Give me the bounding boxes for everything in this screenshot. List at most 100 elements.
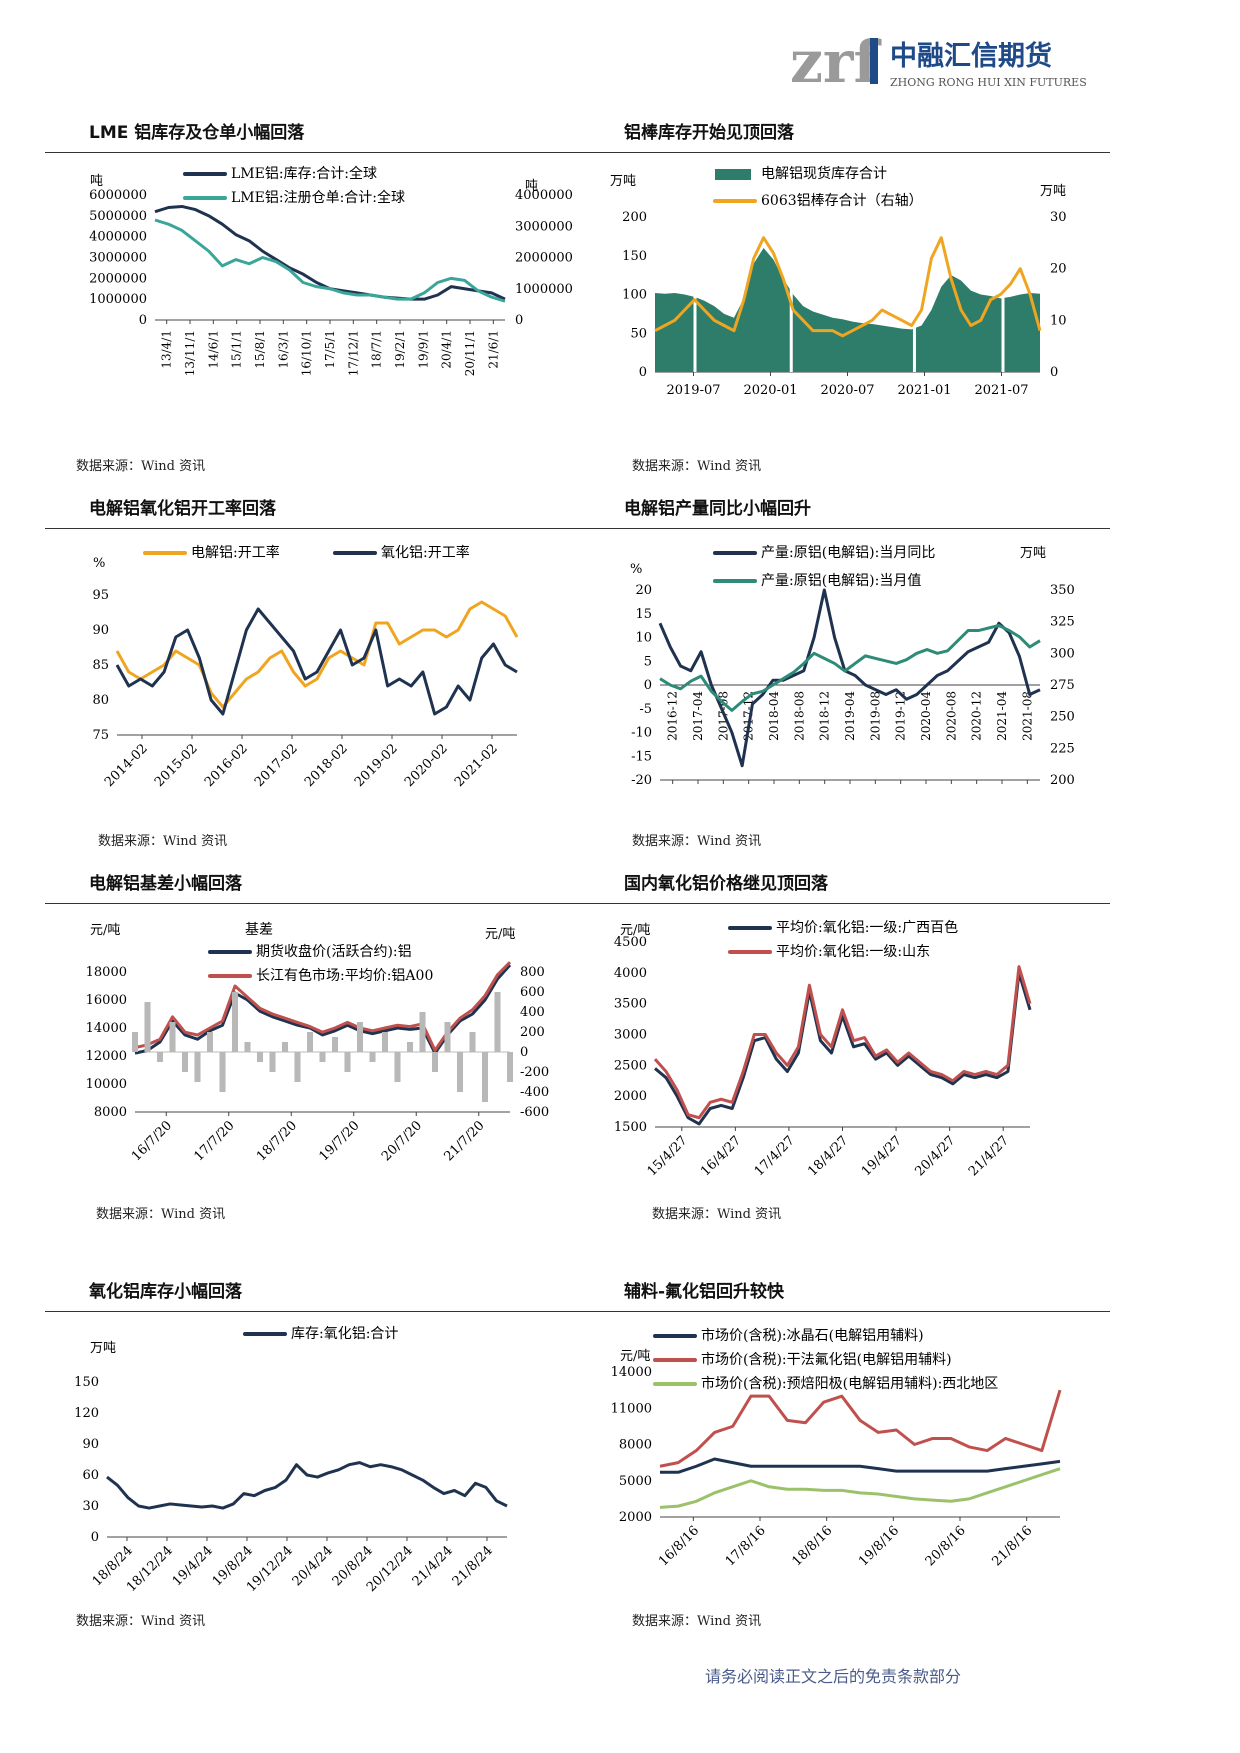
legend-label: 库存:氧化铝:合计 bbox=[291, 1326, 398, 1342]
x-tick-label: 15/4/27 bbox=[645, 1133, 691, 1179]
y-tick-label: 4500 bbox=[614, 935, 647, 950]
series-2-line bbox=[115, 607, 518, 716]
y-tick-label: 75 bbox=[92, 728, 109, 743]
y2-tick-label: 800 bbox=[520, 965, 545, 980]
y-tick-label: 8000 bbox=[94, 1105, 127, 1120]
y2-axis-unit: 万吨 bbox=[1020, 546, 1046, 561]
y-tick-label: 5 bbox=[644, 654, 652, 669]
x-tick-label: 18/7/1 bbox=[370, 330, 384, 369]
x-tick-label: 16/3/1 bbox=[276, 330, 290, 369]
y-tick-label: 100 bbox=[622, 288, 647, 303]
y-axis-unit: % bbox=[93, 556, 105, 571]
x-tick-label: 20/4/1 bbox=[440, 330, 454, 369]
series-1-line bbox=[658, 588, 1041, 768]
y-tick-label: 150 bbox=[74, 1375, 99, 1390]
y2-tick-label: 10 bbox=[1050, 313, 1067, 328]
legend-label: 电解铝:开工率 bbox=[191, 544, 280, 561]
legend-label: 产量:原铝(电解铝):当月同比 bbox=[761, 545, 935, 561]
series-2-line bbox=[653, 965, 1032, 1120]
x-tick-label: 2020-12 bbox=[970, 691, 984, 741]
y2-tick-label: 350 bbox=[1050, 583, 1075, 598]
basis-bar bbox=[481, 1052, 489, 1102]
series-1-line bbox=[106, 1461, 508, 1510]
y-tick-label: 5000000 bbox=[89, 209, 147, 224]
x-tick-label: 16/7/20 bbox=[129, 1118, 175, 1164]
company-logo: zrf 中融汇信期货 ZHONG RONG HUI XIN FUTURES bbox=[790, 28, 1090, 96]
y2-tick-label: -600 bbox=[520, 1105, 549, 1120]
x-tick-label: 2015-02 bbox=[152, 741, 201, 790]
data-source: 数据来源：Wind 资讯 bbox=[76, 459, 206, 474]
basis-bar bbox=[419, 1012, 426, 1052]
y-tick-label: 90 bbox=[82, 1437, 99, 1452]
y-tick-label: 10000 bbox=[86, 1077, 127, 1092]
basis-bar bbox=[456, 1052, 464, 1092]
logo-mark: zrf bbox=[790, 30, 882, 92]
y2-tick-label: -200 bbox=[520, 1065, 549, 1080]
chart-title-6: 国内氧化铝价格继见顶回落 bbox=[624, 874, 828, 894]
y2-tick-label: 4000000 bbox=[515, 188, 573, 203]
x-tick-label: 2018-12 bbox=[818, 691, 832, 741]
data-source: 数据来源：Wind 资讯 bbox=[76, 1614, 206, 1629]
x-tick-label: 19/4/27 bbox=[859, 1133, 905, 1179]
y2-tick-label: 400 bbox=[520, 1005, 545, 1020]
divider bbox=[45, 903, 1110, 904]
x-tick-label: 2020-07 bbox=[820, 383, 874, 398]
x-tick-label: 20/7/20 bbox=[379, 1118, 425, 1164]
chart-title-5: 电解铝基差小幅回落 bbox=[89, 874, 242, 894]
basis-bar bbox=[494, 992, 501, 1052]
x-tick-label: 21/6/1 bbox=[486, 330, 500, 369]
basis-bar bbox=[356, 1022, 364, 1052]
legend-label: 电解铝现货库存合计 bbox=[761, 165, 887, 182]
basis-bar bbox=[256, 1052, 264, 1062]
y-tick-label: 20 bbox=[635, 583, 652, 598]
x-tick-label: 18/4/27 bbox=[805, 1133, 851, 1179]
legend-label: 长江有色市场:平均价:铝A00 bbox=[256, 967, 433, 984]
legend-label: 氧化铝:开工率 bbox=[381, 544, 470, 561]
x-tick-label: 19/2/1 bbox=[393, 330, 407, 369]
x-tick-label: 2017-04 bbox=[691, 691, 705, 741]
area-gap bbox=[1001, 217, 1005, 372]
y2-tick-label: 0 bbox=[515, 313, 523, 328]
x-tick-label: 19/8/16 bbox=[856, 1523, 902, 1569]
legend-label: 平均价:氧化铝:一级:山东 bbox=[776, 944, 930, 960]
divider bbox=[45, 528, 1110, 529]
y-tick-label: 3000 bbox=[614, 1028, 647, 1043]
y-tick-label: 90 bbox=[92, 623, 109, 638]
area-gap bbox=[693, 217, 697, 372]
y-tick-label: -15 bbox=[631, 749, 652, 764]
x-tick-label: 2014-02 bbox=[102, 741, 151, 790]
chart-title-1: LME 铝库存及仓单小幅回落 bbox=[89, 123, 305, 143]
y-tick-label: 4000000 bbox=[89, 230, 147, 245]
x-tick-label: 13/11/1 bbox=[183, 330, 197, 376]
basis-bar bbox=[344, 1052, 351, 1072]
y-tick-label: -20 bbox=[631, 773, 652, 788]
basis-label: 基差 bbox=[245, 921, 273, 938]
legend-label: 市场价(含税):预焙阳极(电解铝用辅料):西北地区 bbox=[701, 1375, 998, 1392]
basis-bar bbox=[231, 992, 239, 1052]
basis-bar bbox=[319, 1052, 326, 1062]
y-axis-unit: 万吨 bbox=[610, 174, 636, 189]
y-tick-label: 8000 bbox=[619, 1438, 652, 1453]
y-tick-label: 14000 bbox=[611, 1365, 652, 1380]
legend-label: 平均价:氧化铝:一级:广西百色 bbox=[776, 919, 958, 936]
x-tick-label: 18/7/20 bbox=[254, 1118, 300, 1164]
y-tick-label: 95 bbox=[92, 588, 109, 603]
basis-bar bbox=[281, 1042, 289, 1052]
y-tick-label: -5 bbox=[639, 702, 652, 717]
y-tick-label: 60 bbox=[82, 1468, 99, 1483]
legend-label: 市场价(含税):冰晶石(电解铝用辅料) bbox=[701, 1327, 924, 1344]
y-tick-label: 150 bbox=[622, 249, 647, 264]
x-tick-label: 21/4/24 bbox=[410, 1543, 456, 1589]
series-3-line bbox=[659, 1467, 1061, 1509]
logo-subtitle: ZHONG RONG HUI XIN FUTURES bbox=[890, 76, 1087, 89]
y2-tick-label: 600 bbox=[520, 985, 545, 1000]
basis-chart: 元/吨 元/吨基差18000160001400012000100008000800… bbox=[86, 921, 550, 1164]
basis-bar bbox=[444, 1022, 451, 1052]
series-2-line bbox=[659, 1389, 1062, 1468]
series-2-line bbox=[154, 218, 506, 303]
basis-bar bbox=[394, 1052, 401, 1082]
x-tick-label: 20/11/1 bbox=[463, 330, 477, 376]
y2-tick-label: 225 bbox=[1050, 741, 1075, 756]
x-tick-label: 2019-07 bbox=[666, 383, 720, 398]
